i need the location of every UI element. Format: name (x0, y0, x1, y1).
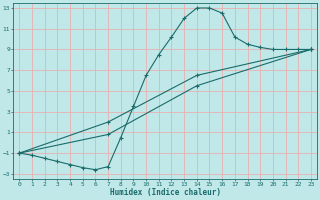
X-axis label: Humidex (Indice chaleur): Humidex (Indice chaleur) (110, 188, 220, 197)
